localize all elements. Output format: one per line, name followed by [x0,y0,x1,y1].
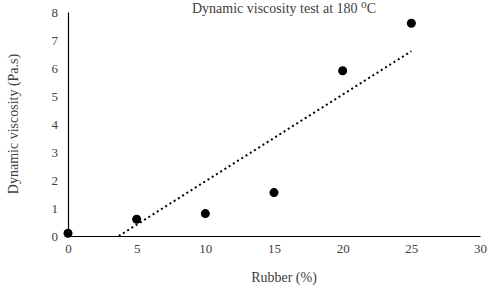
data-point [270,188,279,197]
x-tick: 0 [65,236,72,256]
data-point [338,66,347,75]
chart-title: Dynamic viscosity test at 180 ⁰C [192,1,376,16]
data-point [407,19,416,28]
trendline [119,51,412,236]
x-tick: 20 [337,236,350,256]
x-tick-label: 10 [199,241,212,256]
x-tick: 10 [199,236,212,256]
y-tick: 1 [52,201,69,216]
y-tick-label: 5 [52,89,59,104]
data-point [201,209,210,218]
x-tick: 30 [474,236,487,256]
plot-area: 0 5 10 15 20 25 30 0 1 2 3 4 5 6 7 8 [52,5,488,257]
y-tick: 6 [52,61,69,76]
x-axis-title: Rubber (%) [251,270,317,286]
data-point [64,229,73,238]
y-tick-label: 7 [52,33,59,48]
x-tick: 25 [405,236,418,256]
x-tick-label: 5 [134,241,141,256]
x-tick-label: 20 [337,241,350,256]
x-axis: 0 5 10 15 20 25 30 [65,236,487,256]
y-tick-label: 1 [52,201,59,216]
x-tick-label: 30 [474,241,487,256]
y-tick: 2 [52,173,69,188]
y-tick-label: 3 [52,145,59,160]
y-tick-label: 4 [52,117,59,132]
y-tick-label: 0 [52,229,59,244]
x-tick-label: 25 [405,241,418,256]
y-axis-line [68,13,69,237]
x-tick: 5 [134,236,141,256]
marks [64,19,416,238]
chart: 0 5 10 15 20 25 30 0 1 2 3 4 5 6 7 8 Dynamic viscosity t… [0,0,500,290]
x-tick: 15 [268,236,281,256]
y-tick-label: 8 [52,5,59,20]
y-tick: 7 [52,33,69,48]
y-tick: 5 [52,89,69,104]
y-tick-label: 6 [52,61,59,76]
y-axis-title: Dynamic viscosity (Pa.s) [6,53,22,194]
data-point [132,215,141,224]
y-tick: 4 [52,117,69,132]
y-tick: 8 [52,5,69,20]
x-tick-label: 15 [268,241,281,256]
x-axis-line [69,236,481,237]
y-axis: 0 1 2 3 4 5 6 7 8 [52,5,69,244]
x-tick-label: 0 [65,241,72,256]
y-tick-label: 2 [52,173,59,188]
y-tick: 3 [52,145,69,160]
